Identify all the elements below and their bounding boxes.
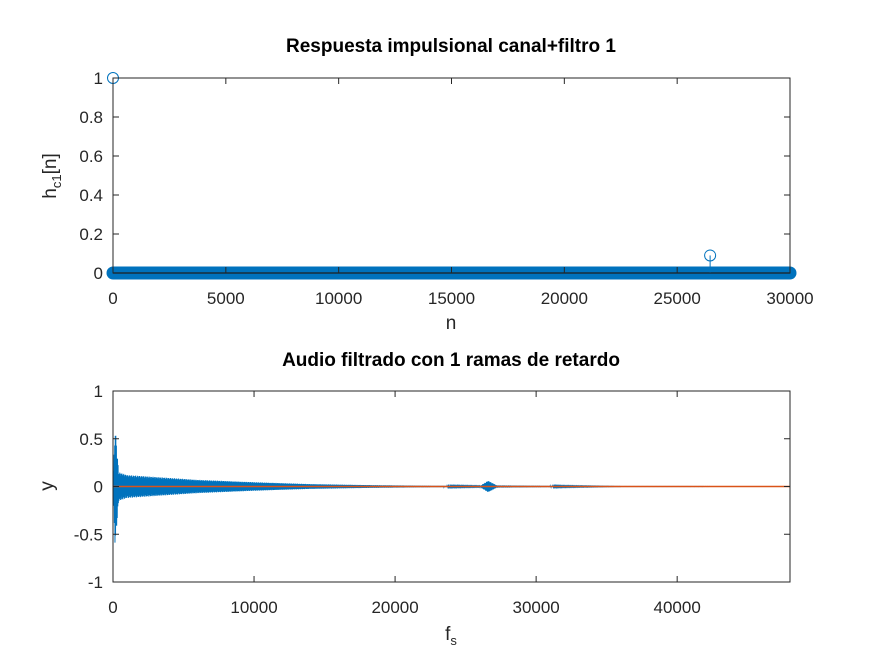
chart-1-y-label-sub: c1 bbox=[49, 174, 64, 188]
chart-2-x-label-main: f bbox=[445, 624, 451, 645]
x-tick-label: 10000 bbox=[315, 289, 362, 308]
x-tick-label: 25000 bbox=[654, 289, 701, 308]
chart-1-y-label-main: h bbox=[40, 188, 61, 199]
y-tick-label: 1 bbox=[94, 69, 103, 88]
y-tick-label: -0.5 bbox=[74, 525, 103, 544]
subplot-1: Respuesta impulsional canal+filtro 1 0 50… bbox=[40, 36, 814, 334]
y-tick-label: 0.2 bbox=[79, 225, 103, 244]
x-tick-label: 10000 bbox=[230, 598, 277, 617]
y-tick-label: 0.5 bbox=[79, 430, 103, 449]
y-tick-label: 0 bbox=[94, 478, 103, 497]
x-tick-label: 0 bbox=[108, 289, 117, 308]
x-tick-label: 20000 bbox=[541, 289, 588, 308]
chart-2-x-label-sub: s bbox=[450, 633, 457, 648]
chart-1-plot-area bbox=[106, 72, 797, 280]
chart-2-title: Audio filtrado con 1 ramas de retardo bbox=[282, 350, 620, 371]
chart-1-title: Respuesta impulsional canal+filtro 1 bbox=[286, 36, 616, 57]
x-tick-label: 15000 bbox=[428, 289, 475, 308]
subplot-2: Audio filtrado con 1 ramas de retardo 0 1… bbox=[37, 350, 791, 648]
chart-1-x-ticks: 0 5000 10000 15000 20000 25000 30000 bbox=[108, 78, 814, 308]
chart-2-x-axis-label: fs bbox=[445, 624, 457, 648]
chart-1-y-axis-label: hc1[n] bbox=[40, 153, 64, 198]
y-tick-label: -1 bbox=[88, 573, 103, 592]
chart-2-x-ticks: 0 10000 20000 30000 40000 bbox=[108, 391, 701, 617]
chart-2-plot-area bbox=[112, 435, 790, 543]
chart-1-y-label-suffix: [n] bbox=[40, 153, 61, 174]
chart-2-y-axis-label: y bbox=[37, 481, 58, 491]
series-line-0 bbox=[112, 435, 790, 543]
y-tick-label: 1 bbox=[94, 382, 103, 401]
x-tick-label: 30000 bbox=[766, 289, 813, 308]
y-tick-label: 0.6 bbox=[79, 147, 103, 166]
y-tick-label: 0 bbox=[94, 264, 103, 283]
y-tick-label: 0.4 bbox=[79, 186, 103, 205]
x-tick-label: 20000 bbox=[371, 598, 418, 617]
x-tick-label: 5000 bbox=[207, 289, 245, 308]
x-tick-label: 40000 bbox=[654, 598, 701, 617]
x-tick-label: 30000 bbox=[512, 598, 559, 617]
chart-2-y-ticks: -1 -0.5 0 0.5 1 bbox=[74, 382, 790, 592]
y-tick-label: 0.8 bbox=[79, 108, 103, 127]
chart-1-axes-box bbox=[112, 77, 791, 274]
stem-marker-1 bbox=[704, 249, 717, 262]
x-tick-label: 0 bbox=[108, 598, 117, 617]
chart-1-y-ticks: 0 0.2 0.4 0.6 0.8 1 bbox=[79, 69, 790, 283]
chart-1-x-axis-label: n bbox=[446, 313, 457, 334]
